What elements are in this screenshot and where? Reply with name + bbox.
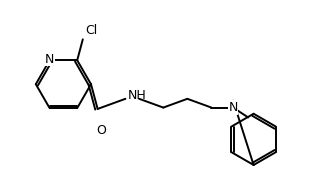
Text: N: N	[45, 53, 54, 66]
Text: NH: NH	[128, 89, 146, 102]
Text: Cl: Cl	[85, 24, 97, 37]
Text: O: O	[96, 124, 106, 137]
Text: N: N	[228, 101, 238, 114]
